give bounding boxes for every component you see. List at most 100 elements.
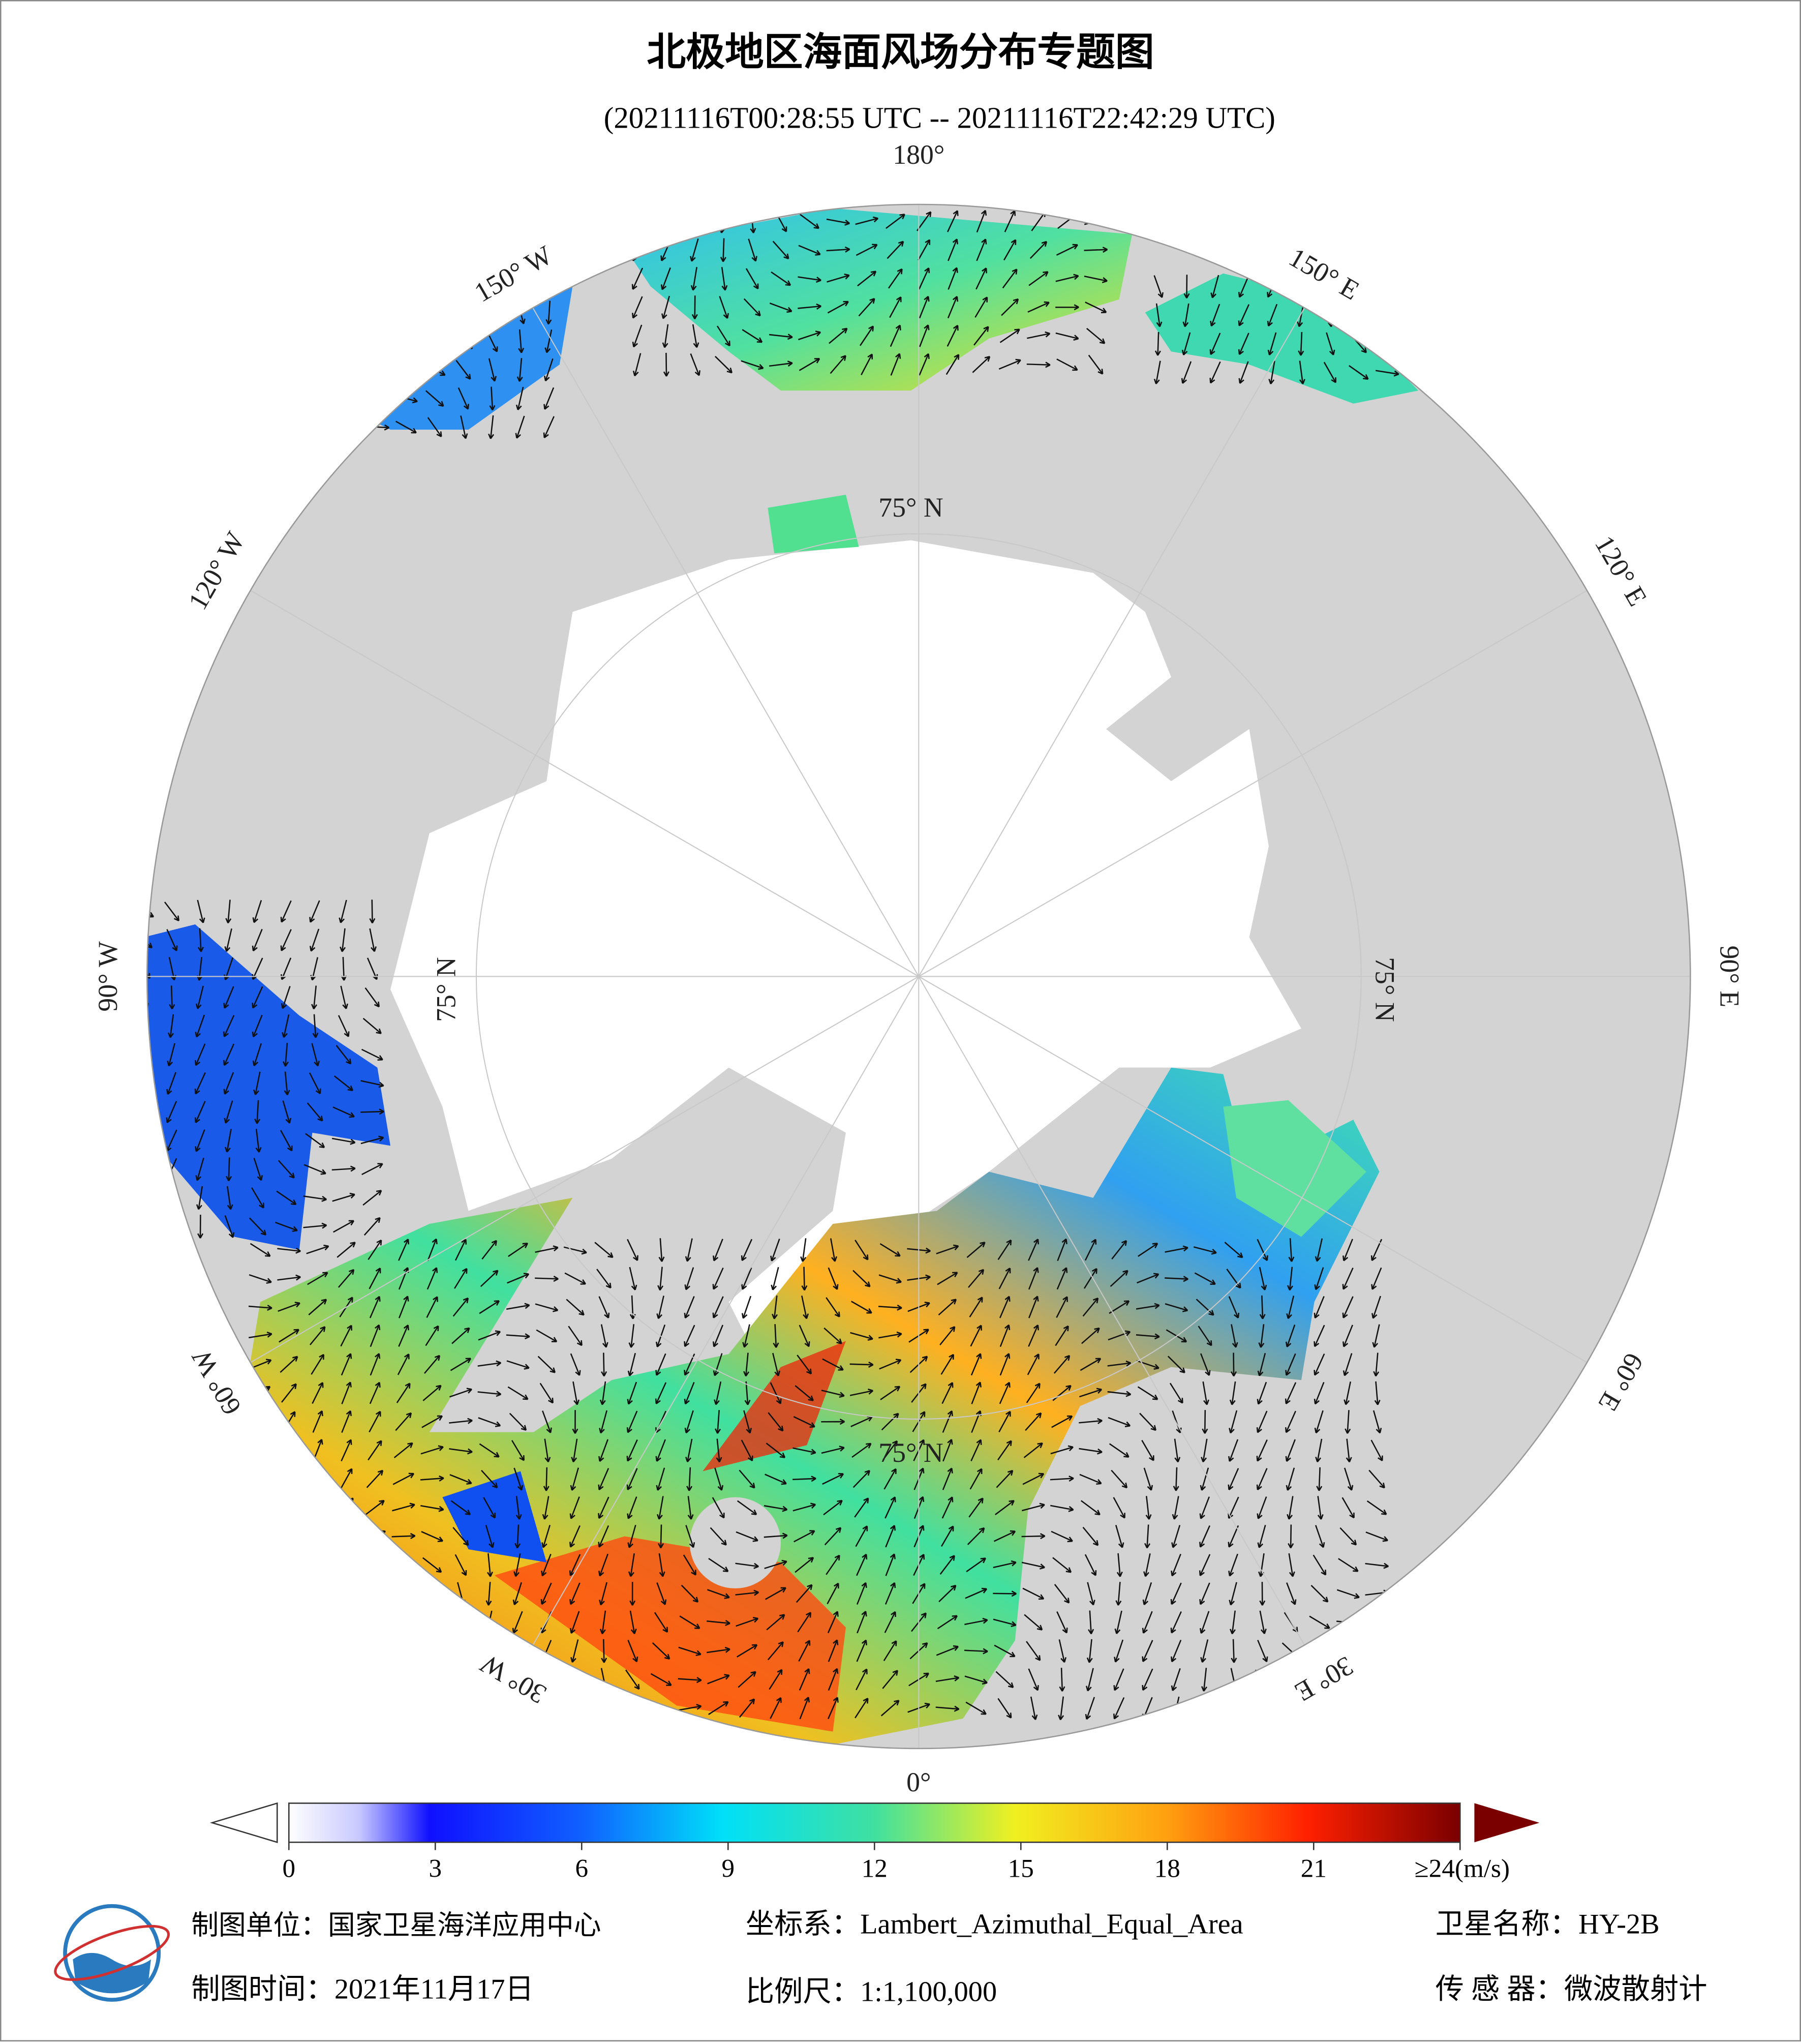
latitude-label: 75° N [1369,957,1400,1022]
wind-arrow [307,1102,323,1122]
wind-arrow [280,1130,293,1152]
wind-arrow [420,1505,444,1512]
wind-arrow [852,1470,870,1488]
wind-arrow [596,1269,612,1289]
wind-arrow [792,1476,816,1482]
wind-arrow [457,387,469,410]
wind-arrow [627,1381,637,1405]
wind-arrow [942,1410,953,1433]
wind-arrow [714,1381,722,1405]
colorbar-tick-label: ≥24(m/s) [1415,1854,1510,1883]
wind-arrow [1349,365,1369,380]
wind-arrow [507,1386,529,1400]
wind-arrow [1056,1267,1068,1290]
wind-arrow [223,1043,235,1066]
wind-arrow [169,985,175,1010]
wind-arrow [450,1500,471,1515]
wind-arrow [799,1668,810,1691]
wind-arrow [1285,1324,1296,1347]
wind-arrow [739,1698,755,1718]
wind-arrow [509,1412,527,1431]
wind-arrow [1202,1410,1208,1434]
iceland [689,1497,781,1588]
wind-arrow [255,1129,262,1153]
wind-arrow [1256,1410,1268,1433]
wind-arrow [362,1017,382,1034]
wind-arrow [885,1525,896,1548]
wind-arrow [449,1418,473,1424]
wind-arrow [1114,1610,1122,1634]
wind-arrow [881,1412,899,1431]
colorbar-under [209,1802,278,1843]
wind-arrow [511,1440,525,1461]
wind-arrow [1196,1299,1214,1316]
wind-arrow [515,1496,522,1520]
wind-arrow [939,1555,955,1575]
wind-arrow [599,1410,608,1434]
wind-arrow [249,1331,272,1339]
wind-arrow [1342,1239,1353,1261]
wind-arrow [1181,361,1192,384]
wind-arrow [545,300,552,325]
wind-arrow [425,1325,439,1346]
wind-arrow [1183,275,1190,298]
meridian-line [532,307,920,977]
wind-arrow [1050,1445,1074,1455]
wind-arrow [483,1497,496,1519]
wind-arrow [452,1297,469,1317]
wind-arrow [879,1359,902,1370]
wind-arrow [1210,275,1219,298]
wind-arrow [564,1272,586,1285]
wind-arrow [1028,1296,1039,1318]
wind-arrow [1004,210,1016,232]
wind-arrow [629,1295,636,1319]
wind-arrow [1154,332,1161,356]
wind-arrow [880,1700,900,1717]
wind-arrow [1368,1469,1385,1489]
wind-arrow [854,1240,869,1260]
wind-arrow [1314,1381,1325,1405]
wind-arrow [948,267,958,290]
wind-arrow [1285,1410,1297,1433]
wind-arrow [997,1440,1012,1461]
wind-arrow [598,1525,609,1548]
map [147,204,1691,1749]
wind-arrow [1326,332,1335,355]
wind-arrow [489,386,496,411]
wind-arrow [625,1669,640,1690]
wind-arrow [369,1381,381,1404]
wind-arrow [1285,1353,1296,1376]
wind-arrow [1113,1497,1125,1519]
wind-arrow [197,1215,204,1239]
wind-arrow [515,386,524,410]
wind-arrow [627,1352,636,1376]
wind-arrow [542,1410,552,1433]
wind-arrow [1058,1639,1067,1663]
wind-arrow [1374,1381,1381,1405]
wind-arrow [769,303,792,313]
wind-arrow [935,1675,960,1682]
wind-arrow [770,1382,782,1404]
wind-arrow [1058,1696,1064,1721]
wind-arrow [993,1560,1017,1569]
wind-arrow [1171,1668,1181,1691]
wind-arrow [167,1043,176,1067]
wind-arrow [1115,1524,1124,1548]
wind-arrow [710,1527,727,1546]
wind-arrow [424,1355,441,1374]
wind-arrow [1198,1326,1212,1346]
wind-arrow [1288,1553,1295,1577]
wind-arrow [884,1496,896,1519]
wind-arrow [1170,1582,1182,1605]
wind-arrow [421,1531,444,1542]
wind-arrow [195,1157,204,1181]
wind-arrow [370,1353,381,1376]
wind-arrow [969,1468,983,1490]
wind-arrow [598,1496,609,1519]
wind-arrow [391,1532,416,1539]
wind-arrow [276,1190,297,1206]
wind-arrow [1136,1303,1160,1310]
wind-arrow [1298,332,1304,356]
wind-arrow [337,1242,356,1258]
wind-arrow [687,1496,694,1520]
